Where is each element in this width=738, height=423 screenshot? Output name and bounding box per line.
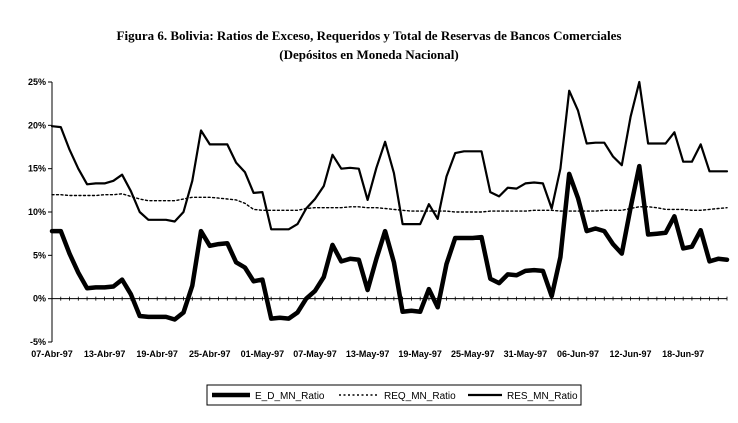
x-tick-label: 19-May-97 [398,349,442,359]
chart-title-block: Figura 6. Bolivia: Ratios de Exceso, Req… [0,26,738,64]
x-tick-label: 07-Abr-97 [31,349,73,359]
series-line-req-mn-ratio [51,193,728,213]
legend-label: REQ_MN_Ratio [384,391,456,402]
x-tick-label: 13-May-97 [346,349,390,359]
y-tick-label: 10% [28,207,46,217]
x-tick-label: 18-Jun-97 [662,349,704,359]
y-tick-label: 25% [28,77,46,87]
legend-box [206,384,582,406]
chart-subtitle: (Depósitos en Moneda Nacional) [279,47,459,62]
y-tick-label: 20% [28,120,46,130]
y-tick-label: 15% [28,164,46,174]
x-axis: 07-Abr-97 13-Abr-97 19-Abr-97 25-Abr-97 01-M… [31,296,728,359]
x-tick-label: 01-May-97 [241,349,285,359]
legend-label: E_D_MN_Ratio [255,391,325,402]
x-tick-label: 19-Abr-97 [136,349,178,359]
x-tick-label: 13-Abr-97 [84,349,126,359]
x-tick-label: 07-May-97 [293,349,337,359]
x-tick-label: 31-May-97 [504,349,548,359]
y-tick-label: -5% [30,337,46,347]
x-tick-label: 12-Jun-97 [610,349,652,359]
x-tick-label: 06-Jun-97 [557,349,599,359]
chart-title: Figura 6. Bolivia: Ratios de Exceso, Req… [116,28,622,43]
series-group [49,80,730,322]
series-line-e-d-mn-ratio [49,163,730,322]
x-tick-label: 25-Abr-97 [189,349,231,359]
x-tick-label: 25-May-97 [451,349,495,359]
y-tick-label: 5% [33,250,46,260]
legend: E_D_MN_Ratio REQ_MN_Ratio RES_MN_Ratio [206,384,582,406]
y-axis: -5% 0% 5% 10% 15% 20% 25% [28,77,53,347]
series-line-res-mn-ratio [50,80,729,231]
y-tick-label: 0% [33,294,46,304]
legend-label: RES_MN_Ratio [507,391,578,402]
